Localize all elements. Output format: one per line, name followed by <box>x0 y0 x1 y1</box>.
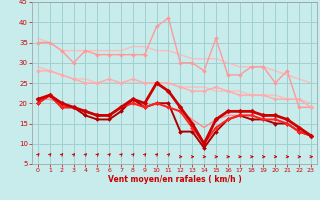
X-axis label: Vent moyen/en rafales ( km/h ): Vent moyen/en rafales ( km/h ) <box>108 175 241 184</box>
